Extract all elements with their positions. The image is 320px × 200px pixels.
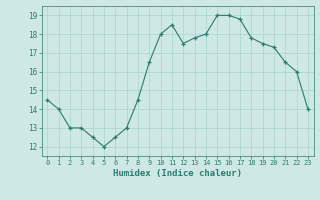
X-axis label: Humidex (Indice chaleur): Humidex (Indice chaleur) bbox=[113, 169, 242, 178]
